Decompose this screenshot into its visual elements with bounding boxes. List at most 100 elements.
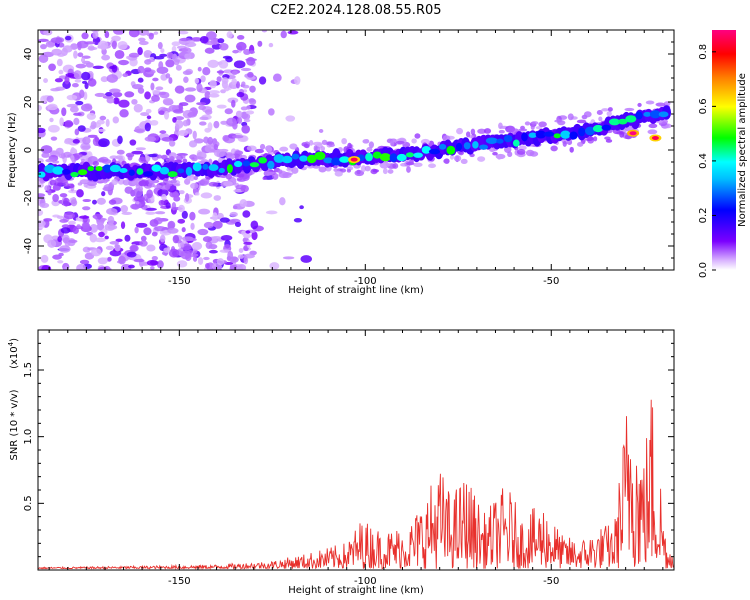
- ridge-halo: [79, 179, 90, 185]
- ridge-blob: [560, 130, 571, 139]
- noise-speckle: [74, 128, 80, 136]
- ridge-blob: [479, 144, 489, 150]
- ridge-blob: [159, 166, 170, 175]
- noise-speckle: [181, 47, 192, 54]
- colorbar-tick-label: 0.2: [698, 208, 709, 224]
- noise-speckle: [224, 85, 230, 92]
- noise-speckle: [107, 256, 112, 262]
- ridge-halo: [470, 128, 476, 136]
- noise-speckle: [197, 66, 202, 72]
- noise-speckle: [152, 77, 159, 82]
- ridge-blob: [102, 164, 112, 173]
- ridge-halo: [647, 129, 658, 135]
- noise-speckle: [210, 38, 220, 45]
- noise-speckle: [209, 79, 217, 89]
- noise-speckle: [76, 263, 87, 270]
- noise-speckle: [159, 234, 166, 243]
- noise-speckle: [250, 220, 259, 230]
- noise-speckle: [152, 89, 161, 95]
- noise-speckle: [243, 118, 251, 123]
- ridge-blob: [38, 171, 46, 178]
- noise-speckle: [131, 83, 144, 90]
- noise-speckle: [131, 98, 138, 105]
- noise-speckle: [282, 256, 295, 260]
- noise-speckle: [197, 257, 204, 265]
- noise-speckle: [51, 48, 62, 56]
- ridge-halo: [122, 179, 130, 186]
- ridge-blob: [339, 156, 350, 163]
- noise-speckle: [166, 52, 174, 59]
- noise-speckle: [153, 31, 159, 35]
- noise-speckle: [240, 184, 249, 193]
- noise-speckle: [191, 242, 203, 251]
- noise-speckle: [268, 108, 275, 116]
- ridge-blob: [323, 157, 333, 164]
- noise-speckle: [87, 134, 98, 138]
- noise-speckle: [174, 116, 185, 121]
- ridge-halo: [224, 152, 234, 157]
- ridge-halo: [550, 145, 558, 152]
- ridge-halo: [38, 158, 44, 164]
- noise-speckle: [216, 70, 225, 74]
- noise-speckle: [77, 125, 86, 132]
- noise-speckle: [98, 128, 106, 132]
- ridge-halo: [498, 129, 505, 134]
- ridge-halo: [320, 146, 326, 152]
- noise-speckle: [207, 136, 214, 145]
- ridge-halo: [63, 151, 72, 158]
- noise-speckle: [38, 209, 44, 217]
- noise-speckle: [199, 116, 209, 121]
- noise-speckle: [74, 79, 82, 83]
- ridge-halo: [366, 147, 373, 152]
- ridge-halo: [529, 151, 539, 157]
- snr-x-label: Height of straight line (km): [288, 585, 424, 596]
- noise-speckle: [38, 127, 46, 134]
- spectrogram-x-label: Height of straight line (km): [288, 285, 424, 296]
- ridge-halo: [607, 107, 613, 112]
- noise-speckle: [126, 56, 131, 60]
- noise-speckle: [124, 234, 131, 242]
- noise-speckle: [145, 108, 152, 114]
- ridge-blob: [405, 152, 414, 158]
- ridge-blob: [543, 131, 555, 137]
- ridge-halo: [67, 183, 75, 189]
- noise-speckle: [72, 226, 79, 235]
- x-tick-label: -50: [543, 276, 559, 287]
- ridge-halo: [72, 153, 83, 158]
- noise-speckle: [63, 211, 75, 220]
- ridge-blob: [226, 164, 233, 173]
- noise-speckle: [190, 222, 195, 230]
- noise-speckle: [196, 102, 207, 106]
- noise-speckle: [47, 239, 57, 248]
- noise-speckle: [81, 32, 89, 40]
- noise-speckle: [144, 122, 151, 132]
- noise-speckle: [104, 235, 109, 240]
- noise-speckle: [79, 259, 90, 265]
- ridge-halo: [246, 145, 257, 151]
- noise-speckle: [46, 95, 54, 103]
- noise-speckle: [236, 91, 245, 98]
- ridge-halo: [648, 123, 658, 129]
- noise-speckle: [75, 100, 84, 106]
- ridge-blob: [592, 124, 604, 133]
- ridge-halo: [41, 152, 50, 158]
- noise-speckle: [212, 220, 223, 229]
- hotspot: [629, 131, 637, 136]
- noise-speckle: [131, 203, 140, 210]
- noise-speckle: [195, 192, 200, 196]
- noise-speckle: [248, 50, 255, 54]
- noise-speckle: [265, 210, 278, 215]
- ridge-halo: [538, 121, 547, 128]
- ridge-halo: [334, 170, 343, 177]
- noise-speckle: [38, 54, 49, 63]
- noise-speckle: [126, 251, 137, 258]
- ridge-halo: [569, 146, 574, 153]
- ridge-halo: [348, 166, 354, 171]
- noise-speckle: [202, 236, 213, 243]
- ridge-blob: [428, 148, 441, 155]
- noise-speckle: [229, 211, 238, 217]
- noise-speckle: [146, 259, 159, 266]
- ridge-halo: [190, 182, 199, 189]
- ridge-halo: [238, 173, 245, 178]
- noise-speckle: [79, 89, 85, 99]
